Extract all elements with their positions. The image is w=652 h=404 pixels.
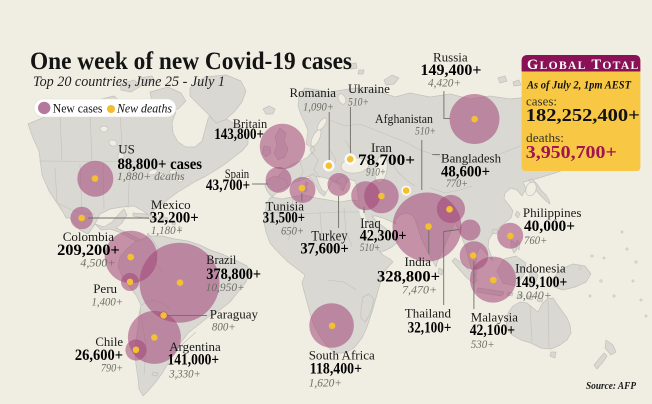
svg-text:32,100+: 32,100+ — [408, 320, 452, 337]
svg-text:US: US — [118, 142, 135, 157]
svg-text:Chile: Chile — [95, 334, 123, 349]
svg-text:650+: 650+ — [281, 224, 304, 238]
svg-text:New cases: New cases — [53, 102, 103, 116]
svg-text:Source: AFP: Source: AFP — [586, 380, 636, 392]
svg-text:Mexico: Mexico — [151, 197, 191, 212]
svg-text:1,400+: 1,400+ — [92, 295, 124, 309]
svg-text:Afghanistan: Afghanistan — [375, 111, 433, 126]
svg-text:cases:: cases: — [526, 95, 557, 109]
svg-text:182,252,400+: 182,252,400+ — [526, 105, 640, 125]
svg-text:42,300+: 42,300+ — [360, 228, 407, 245]
svg-text:Britain: Britain — [233, 116, 268, 131]
svg-text:770+: 770+ — [446, 176, 468, 190]
svg-text:Philippines: Philippines — [523, 205, 582, 220]
svg-text:7,470+: 7,470+ — [402, 283, 437, 297]
svg-text:530+: 530+ — [471, 337, 495, 351]
svg-text:209,200+: 209,200+ — [57, 242, 120, 259]
svg-text:Turkey: Turkey — [311, 229, 348, 245]
svg-text:3,950,700+: 3,950,700+ — [526, 142, 617, 162]
svg-text:26,600+: 26,600+ — [75, 347, 123, 364]
svg-text:4,500+: 4,500+ — [80, 256, 115, 270]
svg-text:510+: 510+ — [360, 240, 381, 254]
svg-text:32,200+: 32,200+ — [150, 210, 199, 227]
svg-text:deaths:: deaths: — [526, 131, 564, 145]
svg-text:149,100+: 149,100+ — [515, 274, 567, 291]
svg-text:141,000+: 141,000+ — [168, 352, 220, 369]
svg-text:42,100+: 42,100+ — [470, 322, 515, 339]
svg-text:4,420+: 4,420+ — [428, 76, 461, 90]
svg-text:GLOBAL TOTAL: GLOBAL TOTAL — [527, 57, 640, 73]
svg-text:Russia: Russia — [433, 50, 468, 65]
svg-text:31,500+: 31,500+ — [263, 210, 305, 227]
svg-text:760+: 760+ — [524, 233, 547, 247]
svg-text:Argentina: Argentina — [169, 339, 221, 354]
svg-text:43,700+: 43,700+ — [206, 177, 250, 194]
svg-text:New deaths: New deaths — [116, 102, 172, 116]
svg-text:1,620+: 1,620+ — [309, 376, 342, 390]
svg-text:Indonesia: Indonesia — [515, 261, 566, 276]
svg-text:India: India — [405, 254, 432, 269]
svg-text:Ukraine: Ukraine — [348, 81, 390, 96]
svg-text:Malaysia: Malaysia — [471, 310, 518, 325]
svg-text:149,400+: 149,400+ — [421, 62, 482, 79]
svg-text:800+: 800+ — [212, 320, 236, 334]
svg-text:88,800+ cases: 88,800+ cases — [118, 156, 203, 173]
svg-text:790+: 790+ — [101, 361, 123, 375]
svg-text:Thailand: Thailand — [405, 306, 452, 321]
svg-text:One week of new Covid-19 cases: One week of new Covid-19 cases — [30, 48, 352, 75]
svg-text:510+: 510+ — [348, 95, 369, 109]
svg-text:1,180+: 1,180+ — [151, 223, 183, 237]
svg-text:Top 20 countries, June 25 - Ju: Top 20 countries, June 25 - July 1 — [33, 74, 225, 90]
svg-text:37,600+: 37,600+ — [300, 241, 348, 258]
svg-text:Paraguay: Paraguay — [210, 306, 259, 321]
svg-text:Brazil: Brazil — [206, 252, 236, 267]
svg-text:48,600+: 48,600+ — [441, 164, 490, 181]
svg-text:378,800+: 378,800+ — [206, 266, 261, 283]
svg-text:10,950+: 10,950+ — [206, 280, 245, 294]
svg-text:Iraq: Iraq — [360, 216, 381, 232]
svg-text:1,880+ deaths: 1,880+ deaths — [117, 169, 185, 183]
svg-text:Iran: Iran — [371, 140, 392, 155]
svg-text:118,400+: 118,400+ — [310, 361, 362, 378]
svg-text:78,700+: 78,700+ — [358, 152, 415, 169]
svg-text:Spain: Spain — [225, 166, 250, 181]
svg-text:910+: 910+ — [366, 165, 386, 179]
svg-text:South Africa: South Africa — [309, 348, 375, 363]
svg-text:Romania: Romania — [290, 85, 337, 100]
svg-text:3,040+: 3,040+ — [516, 288, 552, 302]
svg-text:40,000+: 40,000+ — [524, 218, 575, 235]
svg-text:3,330+: 3,330+ — [168, 366, 201, 380]
svg-text:1,090+: 1,090+ — [303, 100, 334, 114]
svg-text:Tunisia: Tunisia — [266, 199, 305, 214]
svg-text:As of July 2, 1pm AEST: As of July 2, 1pm AEST — [526, 78, 631, 92]
svg-text:Peru: Peru — [93, 281, 117, 296]
svg-text:Colombia: Colombia — [63, 229, 115, 244]
svg-text:Bangladesh: Bangladesh — [441, 151, 501, 166]
svg-text:328,800+: 328,800+ — [377, 269, 440, 286]
svg-text:510+: 510+ — [415, 124, 436, 138]
svg-text:143,800+: 143,800+ — [214, 126, 264, 143]
